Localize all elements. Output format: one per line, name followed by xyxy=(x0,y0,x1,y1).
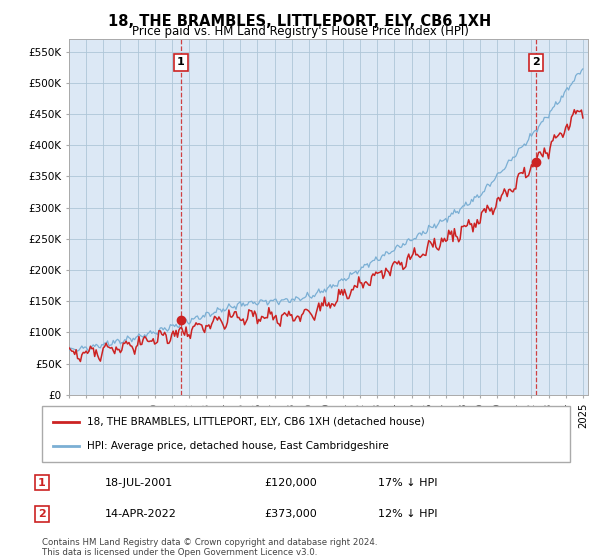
Text: 1: 1 xyxy=(177,57,185,67)
Text: HPI: Average price, detached house, East Cambridgeshire: HPI: Average price, detached house, East… xyxy=(87,441,389,451)
FancyBboxPatch shape xyxy=(42,406,570,462)
Text: 18-JUL-2001: 18-JUL-2001 xyxy=(105,478,173,488)
Text: 17% ↓ HPI: 17% ↓ HPI xyxy=(378,478,437,488)
Text: 14-APR-2022: 14-APR-2022 xyxy=(105,509,177,519)
Text: 18, THE BRAMBLES, LITTLEPORT, ELY, CB6 1XH (detached house): 18, THE BRAMBLES, LITTLEPORT, ELY, CB6 1… xyxy=(87,417,425,427)
Text: 2: 2 xyxy=(532,57,540,67)
Text: Price paid vs. HM Land Registry's House Price Index (HPI): Price paid vs. HM Land Registry's House … xyxy=(131,25,469,38)
Text: £120,000: £120,000 xyxy=(264,478,317,488)
Text: Contains HM Land Registry data © Crown copyright and database right 2024.
This d: Contains HM Land Registry data © Crown c… xyxy=(42,538,377,557)
Text: 12% ↓ HPI: 12% ↓ HPI xyxy=(378,509,437,519)
Text: £373,000: £373,000 xyxy=(264,509,317,519)
Text: 18, THE BRAMBLES, LITTLEPORT, ELY, CB6 1XH: 18, THE BRAMBLES, LITTLEPORT, ELY, CB6 1… xyxy=(109,14,491,29)
Text: 2: 2 xyxy=(38,509,46,519)
Text: 1: 1 xyxy=(38,478,46,488)
